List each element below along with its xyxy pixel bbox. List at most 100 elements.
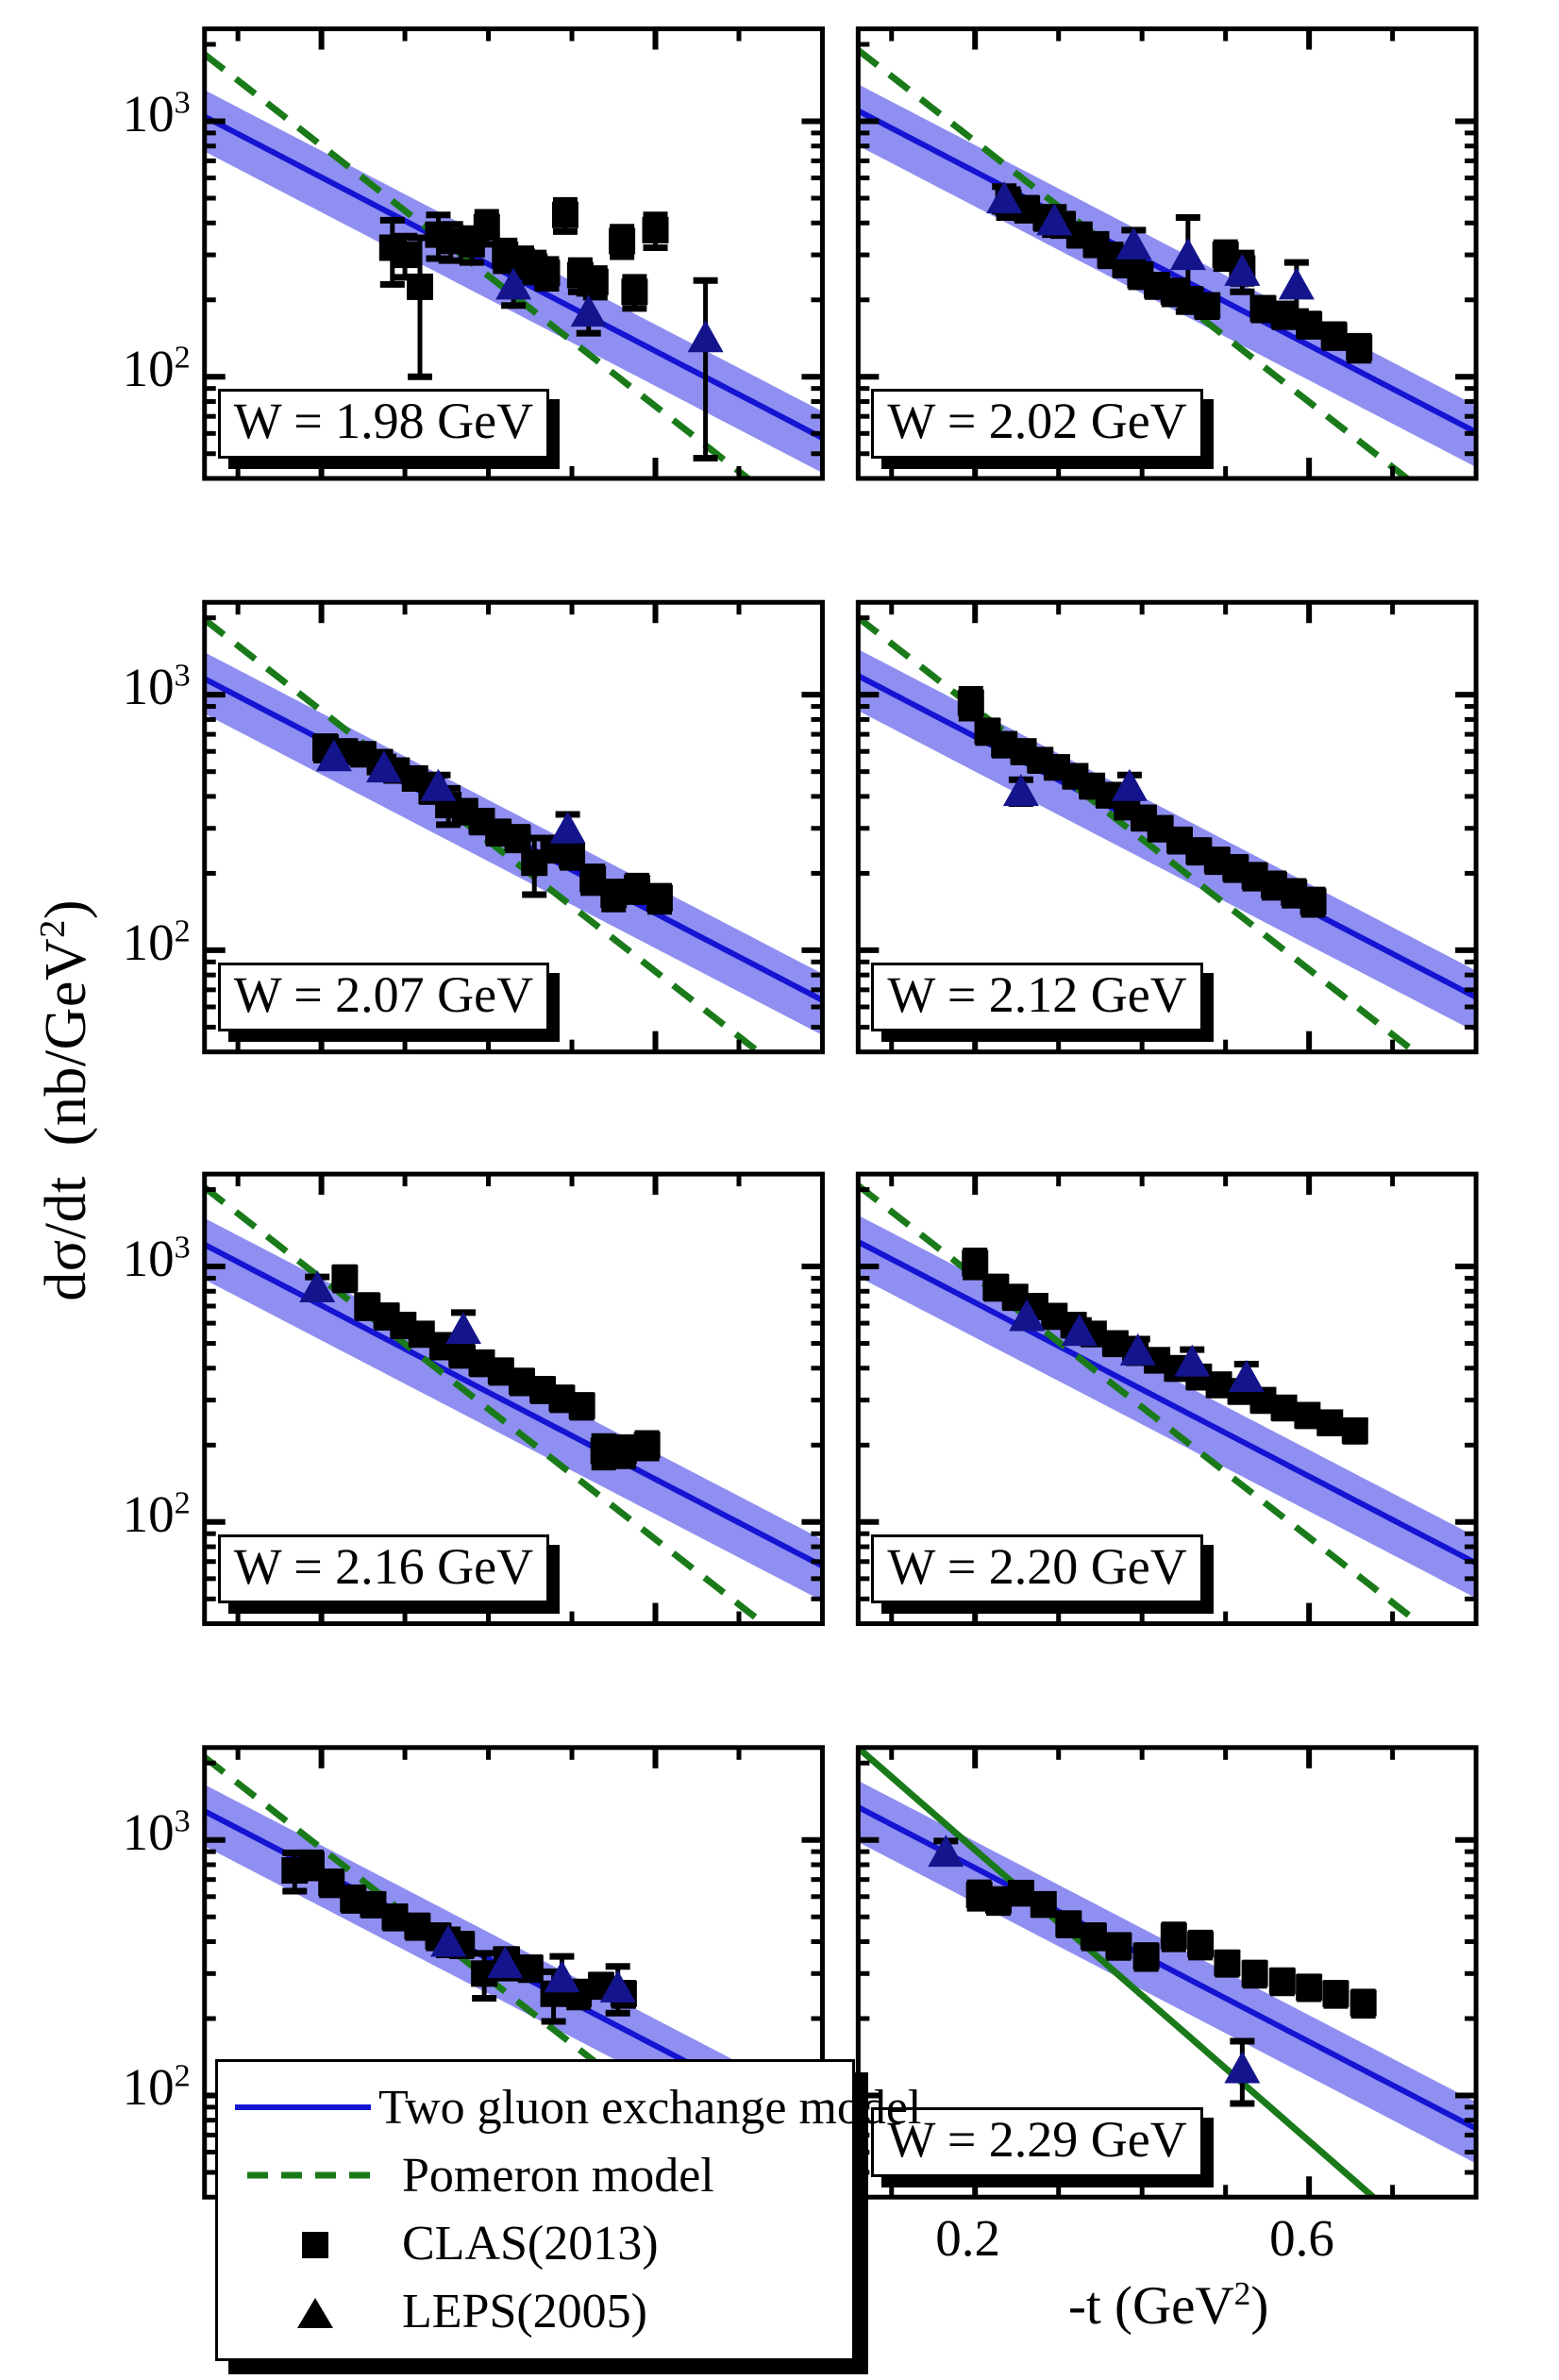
square-marker [1187,1931,1215,1958]
x-axis-label-exponent: 2 [1233,2275,1251,2313]
two-gluon-uncertainty-band [858,1780,1477,2164]
panel-content [858,1747,1477,2198]
legend-symbol-triangle-marker [227,2292,402,2330]
triangle-marker [1002,774,1039,807]
leps-point [299,1269,336,1302]
leps-point [1061,1314,1098,1347]
triangle-marker [570,294,607,327]
y-tick-mantissa: 10 [122,84,175,142]
leps-point [315,739,352,772]
clas-point [642,211,669,251]
leps-point [549,811,586,848]
clas-point [1165,826,1193,855]
triangle-marker [1036,203,1073,236]
panel-label-box: W = 1.98 GeV [217,388,550,459]
two-gluon-exchange-curve [858,108,1477,435]
panel-4 [855,599,1479,1055]
y-tick-exponent: 3 [174,1230,191,1265]
square-marker [645,884,673,912]
triangle-marker [420,768,457,801]
square-marker [1346,334,1373,361]
clas-point [1055,1910,1082,1938]
square-marker [381,1903,409,1931]
leps-point [365,750,402,783]
square-marker [1030,1890,1057,1918]
square-marker [1105,1932,1132,1959]
leps-point [599,1963,636,2017]
clas-point [381,1902,409,1932]
leps-point [1169,214,1206,315]
clas-point [645,882,673,915]
triangle-marker [1115,226,1152,260]
panel-label-box: W = 2.20 GeV [871,1534,1203,1604]
y-tick-exponent: 2 [174,913,191,949]
y-tick-exponent: 3 [174,1803,191,1839]
clas-point [1187,1929,1215,1961]
two-gluon-exchange-curve [204,1242,823,1569]
y-tick-label: 102 [54,2057,191,2117]
pomeron-model-curve [858,1182,1426,1624]
panel-label-text: W = 2.12 GeV [887,965,1187,1023]
panel-label-text: W = 2.16 GeV [233,1537,534,1595]
clas-point [600,879,628,913]
square-marker [473,213,500,241]
panel-8 [855,1745,1479,2200]
clas-data-series [995,186,1373,364]
legend-label: Pomeron model [402,2148,714,2203]
two-gluon-exchange-curve [858,1804,1477,2132]
legend-symbol-dashed-line [227,2166,402,2185]
triangle-marker [544,1960,580,1993]
clas-point [1241,1959,1268,1989]
y-tick-mantissa: 10 [122,658,175,716]
panel-content [204,51,823,478]
legend-symbol-square-marker [227,2224,402,2262]
triangle-marker [299,1269,336,1302]
square-marker [1296,310,1323,338]
clas-point [392,232,419,281]
legend-entry: Pomeron model [227,2141,837,2209]
leps-point [495,262,532,310]
square-marker [957,689,984,716]
clas-point [1281,878,1308,909]
y-tick-exponent: 2 [174,1485,191,1521]
clas-point [504,824,531,854]
square-marker [568,1392,595,1419]
clas-point [1030,1890,1057,1919]
square-marker [551,201,578,228]
panel-content [858,1182,1477,1624]
clas-point [473,209,500,248]
triangle-marker [495,267,532,300]
clas-point [985,1886,1013,1917]
clas-point [1270,1394,1298,1422]
clas-point [1322,1980,1349,2009]
leps-point [1002,774,1039,808]
leps-data-series [495,262,724,462]
square-marker [392,242,419,269]
clas-point [1296,1973,1323,2003]
square-marker [1320,322,1348,349]
clas-point [533,256,561,292]
leps-point [1119,1332,1156,1366]
square-marker [1349,1989,1377,2017]
clas-point [621,274,648,312]
square-marker [407,273,434,300]
leps-data-series [928,1835,1261,2107]
legend-label: CLAS(2013) [402,2216,659,2271]
square-marker [1316,1409,1344,1436]
triangle-marker [549,811,586,844]
panel-content [204,1184,823,1624]
square-marker [1270,1394,1298,1421]
clas-point [624,872,651,905]
y-tick-label: 103 [54,1802,191,1862]
y-tick-label: 102 [54,1484,191,1544]
legend-entry: Two gluon exchange model [227,2073,921,2141]
panel-content [858,614,1477,1052]
legend: Two gluon exchange model Pomeron model CLA… [215,2059,921,2361]
clas-point [1127,260,1154,291]
triangle-marker [1169,238,1206,271]
triangle-marker [445,1312,482,1345]
leps-point [1009,1299,1046,1332]
clas-point [1346,332,1373,364]
clas-point [551,196,578,235]
